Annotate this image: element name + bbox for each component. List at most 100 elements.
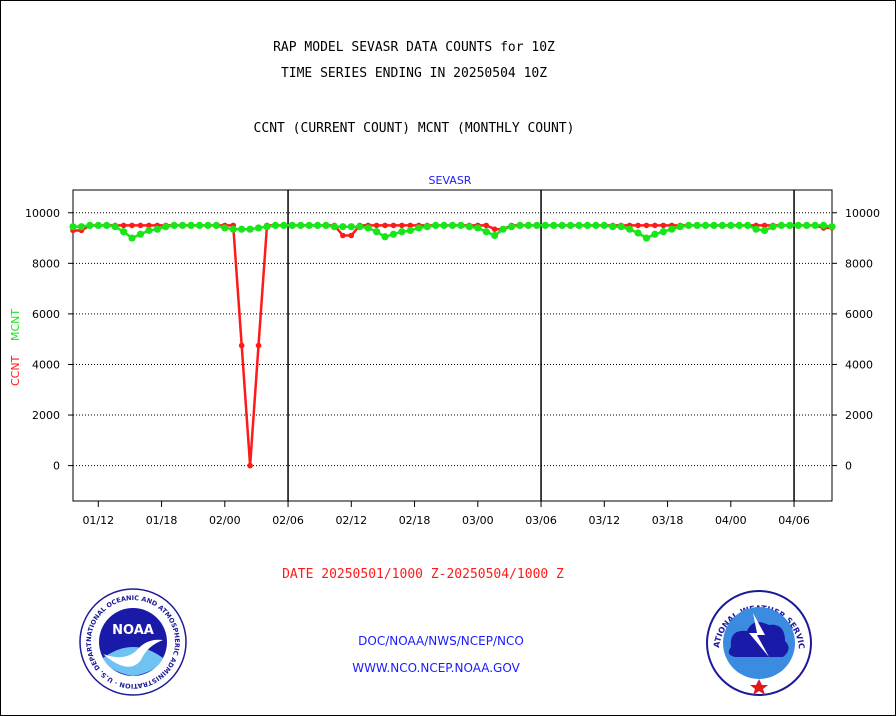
mcnt-series-point <box>77 223 86 231</box>
ccnt-series-point <box>399 222 405 229</box>
mcnt-series-point <box>356 223 364 231</box>
ccnt-series-point <box>373 222 380 229</box>
mcnt-series-point <box>322 221 330 229</box>
x-tick-label: 02/00 <box>209 514 241 527</box>
mcnt-series-point <box>474 224 482 232</box>
ccnt-series-point <box>146 222 152 229</box>
mcnt-series-point <box>465 223 473 231</box>
mcnt-series-point <box>187 221 195 229</box>
x-tick-label: 03/06 <box>525 514 557 527</box>
series-layer <box>69 221 836 469</box>
mcnt-series-point <box>263 223 271 231</box>
mcnt-series-point <box>86 221 94 229</box>
mcnt-series-point <box>727 221 735 229</box>
mcnt-series-point <box>153 225 161 233</box>
mcnt-series-point <box>499 225 507 233</box>
ccnt-series-point <box>635 222 641 229</box>
org-path-link[interactable]: DOC/NOAA/NWS/NCEP/NCO <box>358 634 524 648</box>
mcnt-series-point <box>347 223 355 231</box>
ccnt-series-point <box>137 222 144 229</box>
y-axis-left: 0 2000 4000 6000 8000 10000 <box>25 207 73 473</box>
ccnt-series-point <box>348 232 355 239</box>
chart-title: SEVASR <box>429 174 472 187</box>
mcnt-series-point <box>777 221 786 229</box>
mcnt-series-point <box>626 225 634 233</box>
gridlines <box>73 212 832 467</box>
ccnt-series-point <box>483 222 490 229</box>
mcnt-series-point <box>313 221 322 229</box>
mcnt-series-point <box>457 221 465 229</box>
mcnt-series-point <box>794 221 802 229</box>
mcnt-series-point <box>440 221 448 229</box>
y-tick-label-left: 10000 <box>25 207 60 220</box>
y-tick-label-right: 10000 <box>845 207 880 220</box>
mcnt-series-point <box>550 221 558 229</box>
mcnt-series-point <box>415 224 423 232</box>
mcnt-series-point <box>170 221 178 229</box>
mcnt-series-point <box>212 221 220 229</box>
mcnt-series-point <box>491 231 499 240</box>
noaa-bird-icon <box>103 639 163 667</box>
x-tick-label: 01/12 <box>82 514 114 527</box>
mcnt-series-point <box>246 225 254 233</box>
y-axis-label-mcnt: MCNT <box>9 309 22 341</box>
ccnt-series-point <box>255 342 262 349</box>
noaa-logo: NATIONAL OCEANIC AND ATMOSPHERIC ADMINIS… <box>79 588 187 696</box>
mcnt-series-point <box>701 221 710 229</box>
website-link[interactable]: WWW.NCO.NCEP.NOAA.GOV <box>352 661 520 675</box>
mcnt-series-point <box>145 226 153 235</box>
y-tick-label-left: 6000 <box>32 308 60 321</box>
nws-logo: NATIONAL WEATHER SERVICE <box>706 590 812 696</box>
x-tick-label: 03/00 <box>462 514 494 527</box>
y-tick-label-right: 0 <box>845 460 852 473</box>
y-tick-label-left: 4000 <box>32 358 60 371</box>
mcnt-series-point <box>288 221 296 229</box>
mcnt-series-point <box>94 221 102 229</box>
mcnt-series-point <box>128 234 136 242</box>
mcnt-series-point <box>120 228 128 236</box>
ccnt-series-point <box>407 222 414 229</box>
ccnt-series-point <box>652 222 658 229</box>
mcnt-series-point <box>195 221 204 229</box>
mcnt-series-point <box>803 221 811 229</box>
mcnt-series-point <box>381 233 389 241</box>
noaa-logo-text: NOAA <box>112 623 154 638</box>
mcnt-series-point <box>111 223 119 231</box>
mcnt-series-point <box>735 221 743 229</box>
mcnt-series-point <box>103 221 111 229</box>
ccnt-series-point <box>238 342 245 349</box>
mcnt-series-point <box>566 221 575 229</box>
y-tick-label-right: 2000 <box>845 409 873 422</box>
mcnt-series-point <box>162 223 170 231</box>
mcnt-series-point <box>828 223 836 231</box>
y-axis-right: 0 2000 4000 6000 8000 10000 <box>832 207 880 473</box>
mcnt-series-point <box>744 221 752 229</box>
mcnt-series-point <box>524 221 533 229</box>
day-separators <box>287 190 795 501</box>
mcnt-series-point <box>819 221 828 229</box>
mcnt-series-point <box>238 225 246 233</box>
title-line-2: TIME SERIES ENDING IN 20250504 10Z <box>281 66 547 81</box>
mcnt-series-point <box>516 221 524 229</box>
mcnt-series-point <box>482 228 490 236</box>
mcnt-series-point <box>398 228 406 236</box>
y-axis-label-ccnt: CCNT <box>9 355 22 386</box>
mcnt-series-point <box>693 221 701 229</box>
y-tick-label-left: 0 <box>53 460 60 473</box>
x-tick-label: 02/12 <box>335 514 367 527</box>
y-tick-label-right: 6000 <box>845 308 873 321</box>
mcnt-series-point <box>297 221 305 229</box>
mcnt-series-point <box>305 221 313 229</box>
nws-lightning-icon <box>749 613 769 657</box>
mcnt-series-point <box>811 221 819 229</box>
mcnt-series-point <box>448 221 457 229</box>
mcnt-series-point <box>575 221 583 229</box>
mcnt-series-point <box>769 223 777 231</box>
mcnt-series-point <box>423 223 431 231</box>
mcnt-series-point <box>541 221 549 229</box>
ccnt-series-point <box>120 222 127 229</box>
mcnt-series-point <box>592 221 600 229</box>
mcnt-series-point <box>280 221 288 229</box>
mcnt-series-point <box>432 221 440 229</box>
